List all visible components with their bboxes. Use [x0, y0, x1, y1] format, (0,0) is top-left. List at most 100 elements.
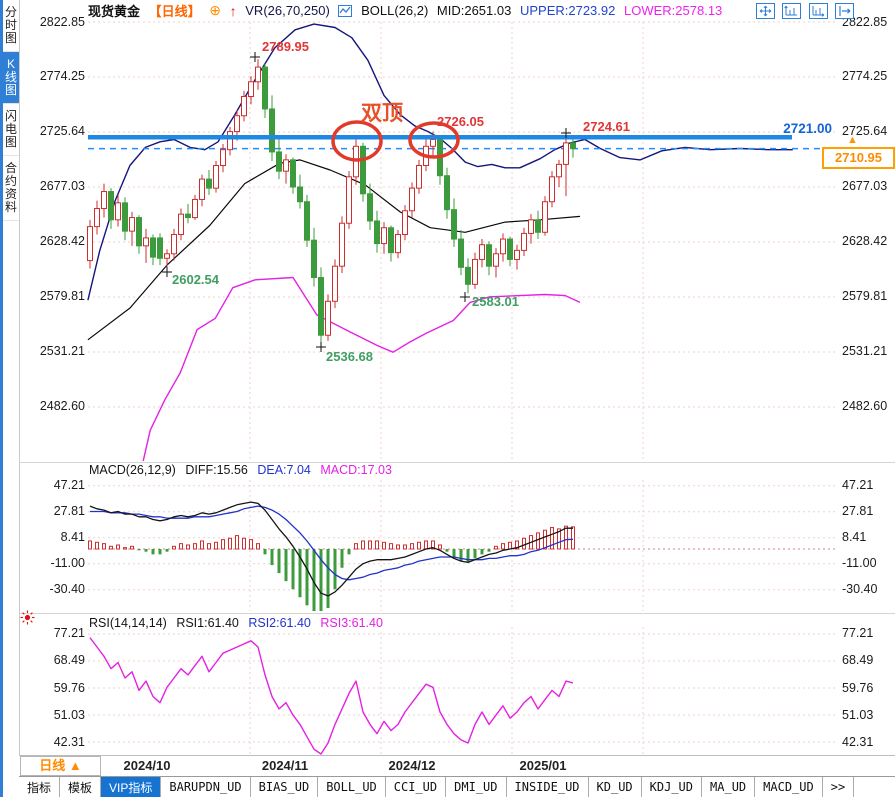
panel-separator: [19, 613, 895, 614]
rsi-indicator-header: RSI(14,14,14) RSI1:61.40 RSI2:61.40 RSI3…: [89, 616, 389, 631]
low2-price-label: 2536.68: [326, 349, 373, 364]
macd-macd-value: MACD:17.03: [320, 463, 392, 477]
tab-BOLL_UD[interactable]: BOLL_UD: [318, 777, 386, 797]
y-axis-label: 68.49: [53, 653, 85, 668]
tab-MACD_UD[interactable]: MACD_UD: [755, 777, 823, 797]
y-axis-label: -30.40: [49, 582, 85, 597]
pan-icon[interactable]: [756, 3, 775, 19]
sidebar-item-K线图[interactable]: K线图: [3, 52, 19, 104]
y-axis-label: 2482.60: [39, 399, 85, 414]
macd-label[interactable]: MACD(26,12,9): [89, 463, 176, 477]
vr-indicator-label[interactable]: VR(26,70,250): [245, 3, 330, 18]
boll-mid-value: MID:2651.03: [436, 3, 512, 18]
y-axis-label: 77.21: [842, 626, 874, 641]
left-view-sidebar: 分时图 K线图 闪电图 合约资料: [3, 0, 20, 756]
y-axis-label: 2482.60: [842, 399, 888, 414]
y-axis-label: -11.00: [842, 556, 877, 571]
up-arrow-icon: ↑: [229, 2, 237, 19]
panel-separator: [19, 755, 895, 756]
y-axis-label: -30.40: [842, 582, 878, 597]
window-edge-strip: [0, 0, 3, 797]
axis-right-icon[interactable]: [808, 3, 828, 19]
boll-lower-value: LOWER:2578.13: [624, 3, 723, 18]
rsi1-value: RSI1:61.40: [176, 616, 239, 630]
y-axis-label: 42.31: [842, 734, 874, 749]
macd-diff-value: DIFF:15.56: [185, 463, 248, 477]
chart-toolbar: [756, 3, 857, 21]
y-axis-label: 2628.42: [39, 234, 85, 249]
x-axis-date-label: 2025/01: [519, 758, 567, 773]
y-axis-label: 8.41: [60, 530, 85, 545]
period-selector[interactable]: 日线 ▲: [20, 756, 101, 776]
y-axis-label: 2531.21: [39, 344, 85, 359]
y-axis-label: 27.81: [53, 504, 85, 519]
tab-MA_UD[interactable]: MA_UD: [702, 777, 756, 797]
circle-plus-icon[interactable]: ⊕: [209, 2, 222, 18]
y-axis-label: 51.03: [53, 707, 85, 722]
sidebar-item-合约资料[interactable]: 合约资料: [3, 156, 19, 221]
y-axis-label: 51.03: [842, 707, 874, 722]
y-axis-label: 2725.64: [842, 124, 888, 139]
second-top-price-label: 2726.05: [437, 114, 484, 129]
tab-BIAS_UD[interactable]: BIAS_UD: [251, 777, 319, 797]
indicator-tab-bar: 指标 模板 VIP指标 BARUPDN_UD BIAS_UD BOLL_UD CCI_UD D…: [19, 776, 895, 797]
y-axis-label: 2774.25: [39, 69, 85, 84]
rsi2-value: RSI2:61.40: [248, 616, 311, 630]
y-axis-label: 2579.81: [39, 289, 85, 304]
tab-指标[interactable]: 指标: [19, 777, 61, 797]
y-axis-label: 2628.42: [842, 234, 888, 249]
last-price-badge: 2710.95: [822, 147, 895, 169]
y-axis-label: 47.21: [842, 478, 874, 493]
sidebar-item-分时图[interactable]: 分时图: [3, 0, 19, 52]
axis-up-icon[interactable]: [782, 3, 802, 19]
macd-indicator-header: MACD(26,12,9) DIFF:15.56 DEA:7.04 MACD:1…: [89, 463, 398, 478]
y-axis-label: 27.81: [842, 504, 874, 519]
price-up-arrow-icon: ▲: [847, 134, 858, 146]
tab-INSIDE_UD[interactable]: INSIDE_UD: [507, 777, 589, 797]
rsi3-value: RSI3:61.40: [320, 616, 383, 630]
tab-KDJ_UD[interactable]: KDJ_UD: [642, 777, 703, 797]
peak-price-label: 2789.95: [262, 39, 309, 54]
y-axis-label: -11.00: [50, 556, 85, 571]
y-axis-label: 77.21: [53, 626, 85, 641]
last-high-price-label: 2724.61: [583, 119, 630, 134]
tab-模板[interactable]: 模板: [60, 777, 102, 797]
tab-DMI_UD[interactable]: DMI_UD: [446, 777, 507, 797]
x-axis-date-label: 2024/10: [123, 758, 171, 773]
boll-indicator-label[interactable]: BOLL(26,2): [361, 3, 429, 18]
x-axis-date-label: 2024/12: [388, 758, 436, 773]
y-axis-label: 8.41: [842, 530, 867, 545]
mini-chart-icon[interactable]: [338, 3, 353, 18]
y-axis-label: 59.76: [53, 680, 85, 695]
y-axis-label: 59.76: [842, 680, 874, 695]
tab->>[interactable]: >>: [823, 777, 855, 797]
low3-price-label: 2583.01: [472, 294, 519, 309]
y-axis-label: 2677.03: [39, 179, 85, 194]
macd-dea-value: DEA:7.04: [257, 463, 311, 477]
tab-filler: [854, 777, 895, 797]
y-axis-label: 47.21: [53, 478, 85, 493]
tab-BARUPDN_UD[interactable]: BARUPDN_UD: [161, 777, 251, 797]
period-tag[interactable]: 【日线】: [148, 4, 201, 19]
y-axis-label: 2725.64: [39, 124, 85, 139]
panel-separator: [19, 462, 895, 463]
x-axis-date-label: 2024/11: [261, 758, 309, 773]
symbol-name: 现货黄金: [88, 4, 141, 19]
double-top-label: 双顶: [361, 102, 403, 125]
tab-VIP指标[interactable]: VIP指标: [101, 777, 162, 797]
rsi-label[interactable]: RSI(14,14,14): [89, 616, 167, 630]
y-axis-label: 2531.21: [842, 344, 888, 359]
tab-CCI_UD[interactable]: CCI_UD: [386, 777, 447, 797]
y-axis-label: 2822.85: [39, 14, 85, 29]
y-axis-label: 68.49: [842, 653, 874, 668]
tab-KD_UD[interactable]: KD_UD: [589, 777, 642, 797]
page-forward-icon[interactable]: [835, 3, 855, 19]
boll-upper-value: UPPER:2723.92: [519, 3, 616, 18]
hot-indicator-icon[interactable]: [20, 610, 35, 625]
sidebar-item-闪电图[interactable]: 闪电图: [3, 104, 19, 156]
y-axis-label: 2579.81: [842, 289, 888, 304]
y-axis-label: 2677.03: [842, 179, 888, 194]
support-line-price-label: 2721.00: [783, 121, 832, 136]
